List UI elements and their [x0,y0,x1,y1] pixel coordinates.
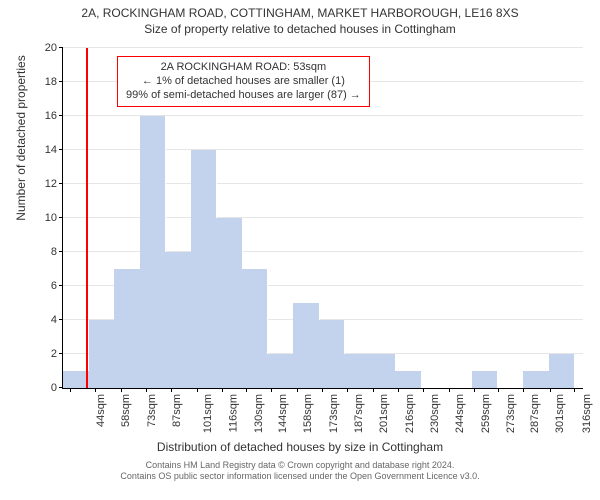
x-tick-mark [474,388,475,392]
chart-title-address: 2A, ROCKINGHAM ROAD, COTTINGHAM, MARKET … [0,6,600,20]
x-tick-label: 244sqm [454,394,466,433]
annotation-line-1: 2A ROCKINGHAM ROAD: 53sqm [126,61,361,75]
y-tick-label: 16 [45,110,63,122]
x-tick-label: 216sqm [404,394,416,433]
histogram-bar [89,320,116,388]
reference-annotation-box: 2A ROCKINGHAM ROAD: 53sqm ← 1% of detach… [117,56,370,107]
x-tick-label: 58sqm [120,394,132,427]
x-tick-mark [197,388,198,392]
x-tick-label: 287sqm [530,394,542,433]
histogram-bar [549,354,576,388]
annotation-line-3: 99% of semi-detached houses are larger (… [126,89,361,103]
histogram-bar [319,320,346,388]
x-tick-mark [246,388,247,392]
x-tick-mark [171,388,172,392]
x-tick-label: 44sqm [95,394,107,427]
x-tick-label: 73sqm [146,394,158,427]
x-tick-mark [95,388,96,392]
x-tick-label: 201sqm [378,394,390,433]
x-tick-mark [373,388,374,392]
histogram-bar [191,150,218,388]
x-tick-mark [121,388,122,392]
y-tick-label: 6 [51,280,63,292]
x-tick-mark [222,388,223,392]
footer-line-2: Contains OS public sector information li… [0,471,600,482]
y-tick-label: 18 [45,76,63,88]
histogram-bar [344,354,371,388]
y-tick-label: 4 [51,314,63,326]
x-tick-mark [271,388,272,392]
x-tick-label: 116sqm [227,394,239,432]
y-tick-label: 2 [51,348,63,360]
x-tick-label: 130sqm [253,394,265,433]
reference-line [86,48,88,388]
histogram-bar [114,269,141,388]
histogram-bar [523,371,550,388]
y-axis-label: Number of detached properties [14,0,28,308]
y-tick-label: 12 [45,178,63,190]
histogram-bar [395,371,422,388]
x-tick-label: 316sqm [581,394,593,433]
x-tick-label: 273sqm [505,394,517,433]
x-tick-label: 173sqm [329,394,341,433]
chart-title-subtitle: Size of property relative to detached ho… [0,22,600,36]
x-tick-label: 259sqm [480,394,492,433]
x-tick-mark [550,388,551,392]
y-tick-label: 8 [51,246,63,258]
histogram-bar [216,218,243,388]
histogram-bar [293,303,320,388]
x-tick-mark [523,388,524,392]
x-tick-mark [347,388,348,392]
y-tick-label: 0 [51,382,63,394]
histogram-bar [242,269,269,388]
x-tick-mark [297,388,298,392]
x-tick-mark [449,388,450,392]
histogram-bar [370,354,397,388]
annotation-line-2: ← 1% of detached houses are smaller (1) [126,75,361,89]
histogram-bar [140,116,167,388]
histogram-bar [267,354,294,388]
histogram-bar [165,252,192,388]
x-tick-mark [322,388,323,392]
y-tick-label: 14 [45,144,63,156]
y-tick-label: 20 [45,42,63,54]
x-tick-label: 301sqm [554,394,566,433]
x-tick-label: 144sqm [277,394,289,433]
attribution-footer: Contains HM Land Registry data © Crown c… [0,460,600,483]
x-tick-mark [146,388,147,392]
x-tick-label: 87sqm [171,394,183,427]
x-tick-mark [70,388,71,392]
y-tick-label: 10 [45,212,63,224]
gridline [63,47,583,48]
x-tick-label: 158sqm [302,394,314,433]
histogram-bar [472,371,499,388]
x-tick-mark [423,388,424,392]
x-tick-mark [498,388,499,392]
x-tick-label: 101sqm [202,394,214,433]
x-axis-label: Distribution of detached houses by size … [0,440,600,454]
x-tick-mark [398,388,399,392]
x-tick-label: 230sqm [429,394,441,433]
x-tick-label: 187sqm [353,394,365,433]
x-tick-mark [574,388,575,392]
footer-line-1: Contains HM Land Registry data © Crown c… [0,460,600,471]
